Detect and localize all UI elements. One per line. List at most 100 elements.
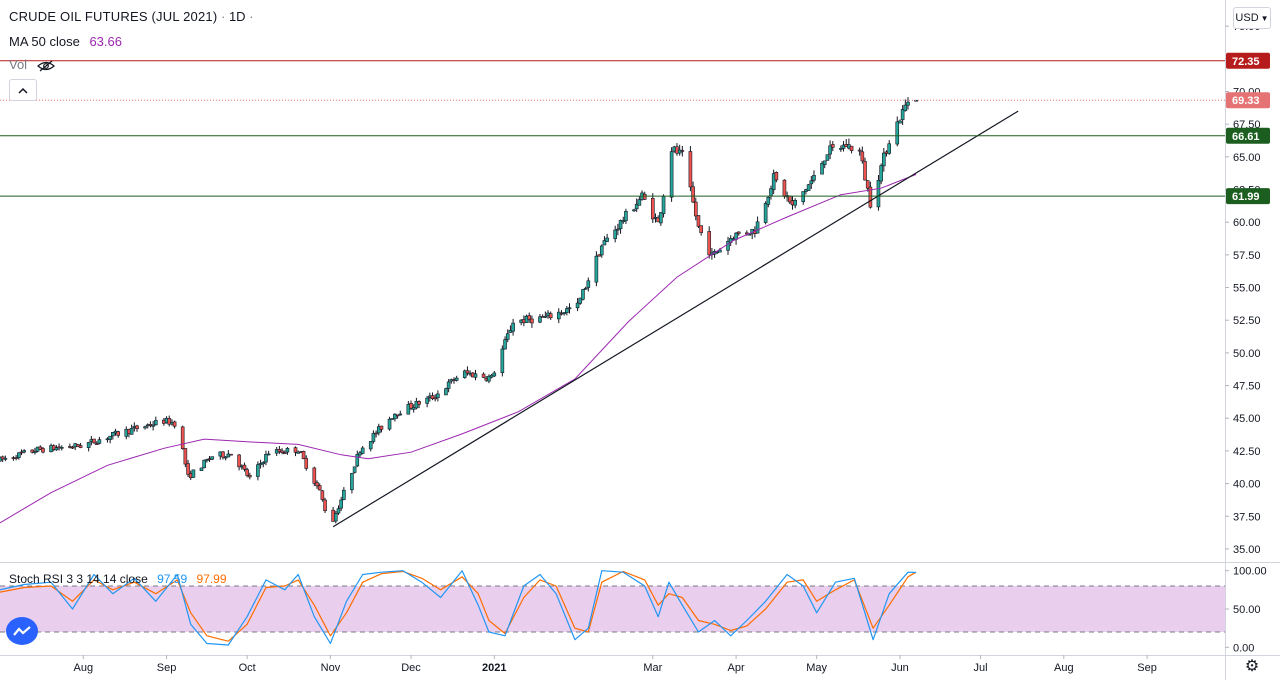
candle-down — [315, 482, 319, 487]
candle-down — [680, 150, 685, 152]
candle-up — [747, 233, 752, 236]
candle-down — [597, 254, 601, 257]
candle-up — [151, 424, 155, 427]
candle-up — [538, 316, 542, 323]
price-tick-label: 37.50 — [1233, 511, 1261, 523]
symbol-title[interactable]: CRUDE OIL FUTURES (JUL 2021) — [9, 9, 218, 24]
candle-up — [621, 220, 626, 222]
candle-up — [599, 245, 604, 256]
candle-up — [895, 121, 900, 145]
candle-up — [266, 453, 271, 456]
candle-down — [395, 414, 400, 417]
time-tick-label: May — [806, 662, 827, 674]
candle-down — [245, 469, 249, 476]
interval-label[interactable]: 1D — [228, 9, 246, 24]
candle-up — [511, 322, 515, 332]
candle-down — [301, 451, 306, 460]
candle-up — [669, 151, 674, 198]
candle-down — [642, 193, 647, 200]
candle-up — [616, 228, 620, 231]
stoch-legend[interactable]: Stoch RSI 3 3 14 14 close 97.59 97.99 — [9, 572, 227, 586]
candle-up — [97, 439, 102, 444]
eye-hidden-icon[interactable] — [36, 60, 55, 72]
currency-dropdown[interactable]: USD ▼ — [1233, 7, 1271, 29]
candle-down — [282, 452, 287, 455]
candle-up — [839, 148, 843, 150]
candle-up — [411, 407, 416, 410]
candle-up — [806, 184, 811, 191]
candle-up — [903, 104, 908, 112]
candle-up — [473, 373, 478, 378]
price-tick-label: 47.50 — [1233, 381, 1261, 393]
time-tick-label: Jun — [891, 662, 909, 674]
candle-up — [879, 165, 883, 182]
candle-up — [586, 280, 591, 288]
candle-up — [336, 508, 341, 514]
volume-legend[interactable]: Vol — [9, 57, 55, 72]
candle-down — [782, 179, 787, 197]
candle-down — [0, 456, 5, 460]
candle-up — [632, 209, 636, 212]
candle-up — [54, 447, 59, 451]
candle-up — [355, 454, 360, 467]
candle-down — [691, 186, 695, 203]
time-tick-label: Aug — [73, 662, 93, 674]
candle-down — [277, 449, 282, 452]
candle-down — [242, 464, 247, 470]
stoch-band — [0, 586, 1225, 632]
candle-up — [285, 448, 290, 453]
price-tick-label: 60.00 — [1233, 217, 1261, 229]
candle-down — [374, 432, 378, 435]
collapse-legend-button[interactable] — [9, 79, 37, 101]
candle-down — [135, 425, 139, 430]
candle-up — [766, 196, 771, 205]
candle-up — [583, 287, 588, 290]
candle-down — [221, 451, 225, 458]
candle-up — [755, 221, 760, 234]
resistance-level-label: 72.35 — [1232, 56, 1260, 68]
candle-up — [17, 452, 21, 458]
price-tick-label: 65.00 — [1233, 152, 1261, 164]
candle-up — [575, 302, 580, 309]
candle-up — [624, 211, 628, 222]
candle-down — [830, 144, 835, 148]
candle-up — [376, 426, 381, 434]
stoch-tick-label: 100.00 — [1233, 566, 1267, 578]
candle-down — [30, 449, 35, 453]
candle-up — [444, 388, 448, 396]
candle-up — [613, 229, 617, 239]
candle-down — [699, 225, 703, 233]
tradingview-logo-icon[interactable] — [6, 617, 38, 645]
candle-down — [70, 446, 75, 449]
time-tick-label: Jul — [974, 662, 988, 674]
candle-up — [822, 160, 827, 165]
stoch-d-value: 97.99 — [196, 572, 227, 586]
candle-up — [358, 452, 362, 456]
candle-up — [812, 175, 816, 181]
candle-up — [256, 464, 260, 477]
candle-down — [860, 151, 865, 162]
support2-level-tag — [1226, 188, 1270, 205]
candle-down — [417, 401, 421, 405]
price-tick-label: 35.00 — [1233, 544, 1261, 556]
stoch-tick-label: 0.00 — [1233, 642, 1254, 654]
candle-down — [94, 443, 99, 446]
candle-down — [237, 454, 241, 468]
candle-down — [293, 447, 298, 453]
candle-down — [530, 318, 534, 324]
candle-up — [809, 180, 814, 185]
candle-up — [3, 457, 8, 460]
candle-up — [371, 433, 376, 442]
candle-up — [578, 297, 583, 304]
candle-down — [868, 186, 873, 208]
candle-up — [825, 154, 830, 161]
settings-gear-icon[interactable]: ⚙ — [1244, 658, 1260, 675]
candle-down — [323, 499, 327, 512]
candle-up — [360, 447, 365, 454]
candle-up — [634, 203, 639, 210]
trendline[interactable] — [332, 110, 1019, 528]
ma-legend[interactable]: MA 50 close 63.66 — [9, 34, 122, 49]
candle-up — [86, 442, 91, 448]
candle-down — [180, 426, 185, 450]
